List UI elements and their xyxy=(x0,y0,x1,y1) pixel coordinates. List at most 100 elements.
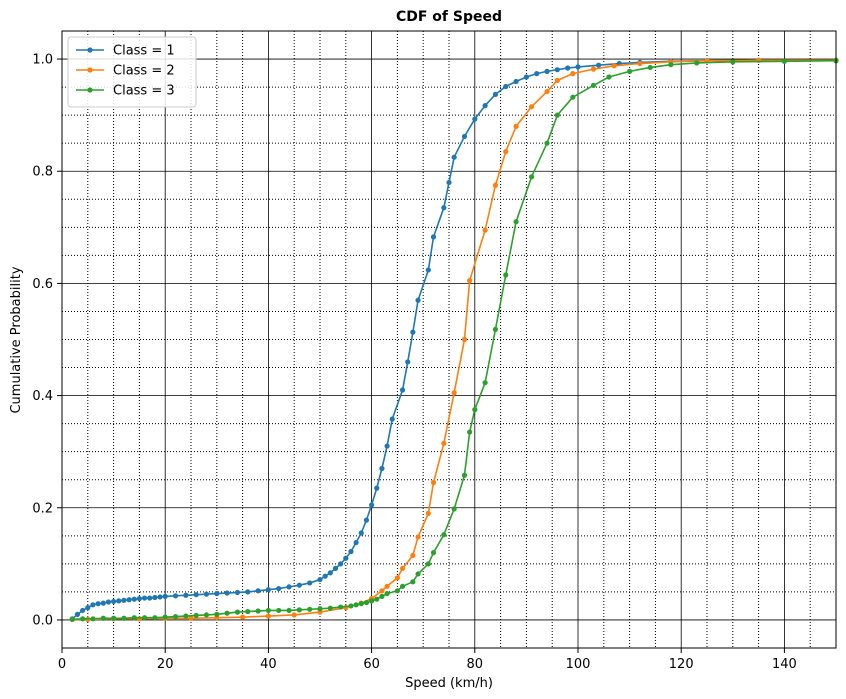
series-3-point xyxy=(338,604,344,610)
series-2-point xyxy=(503,149,509,155)
series-1-point xyxy=(74,611,81,617)
series-1-point xyxy=(141,595,148,601)
series-2-point xyxy=(188,615,194,621)
series-3-point xyxy=(141,615,148,621)
series-2-point xyxy=(410,552,416,559)
series-2-point xyxy=(467,278,473,284)
chart-title: CDF of Speed xyxy=(396,9,502,25)
series-3 xyxy=(69,58,839,622)
series-3-point xyxy=(363,599,370,606)
ticks-layer: 0 20 40 60 80 100 120 140 0.0 0.2 0.4 0.6 0.8 1.0 xyxy=(32,53,797,672)
y-tick-label: 0.8 xyxy=(32,165,53,180)
series-1-point xyxy=(245,589,251,595)
series-2-point xyxy=(513,123,519,129)
series-2-point xyxy=(430,479,437,486)
series-1-point xyxy=(534,71,540,77)
series-1-point xyxy=(111,598,117,605)
y-tick-label: 0.0 xyxy=(32,613,53,628)
series-1-point xyxy=(441,205,447,211)
series-2-point xyxy=(240,614,246,620)
series-3-point xyxy=(152,615,158,621)
series-1-point xyxy=(425,267,431,273)
series-1-point xyxy=(430,234,437,240)
series-1-point xyxy=(136,596,142,602)
series-3-point xyxy=(544,140,550,146)
series-3-point xyxy=(410,579,416,585)
series-1-point xyxy=(513,78,519,85)
series-2-point xyxy=(570,71,576,77)
series-3-point xyxy=(369,598,375,604)
series-2-point xyxy=(291,612,297,618)
series-1-point xyxy=(565,65,571,71)
series-3-point xyxy=(528,174,535,180)
series-1-point xyxy=(327,570,333,576)
series-3-point xyxy=(590,82,597,89)
series-2-point xyxy=(425,510,431,516)
series-2-point xyxy=(554,77,560,83)
series-3-point xyxy=(214,611,220,617)
series-3-point xyxy=(353,602,359,608)
series-3-point xyxy=(451,506,457,512)
series-1-point xyxy=(389,416,395,422)
series-3-point xyxy=(234,609,241,615)
series-1-point xyxy=(492,91,499,97)
series-3-point xyxy=(317,606,323,612)
series-1 xyxy=(69,57,839,622)
series-3-point xyxy=(694,60,700,66)
series-2-point xyxy=(611,63,617,69)
series-1-point xyxy=(322,573,328,579)
series-3-point xyxy=(472,407,478,413)
x-tick-label: 0 xyxy=(58,657,66,672)
series-1-point xyxy=(296,582,302,588)
series-1-point xyxy=(224,590,230,596)
series-3-point xyxy=(461,472,468,478)
series-1-point xyxy=(121,597,127,603)
x-tick-label: 80 xyxy=(467,657,484,672)
y-tick-label: 0.4 xyxy=(32,389,53,404)
series-1-point xyxy=(415,297,421,303)
series-1-point xyxy=(338,561,344,567)
series-2-point xyxy=(399,565,406,571)
series-1-point xyxy=(85,605,91,611)
series-2-point xyxy=(492,182,499,188)
series-1-point xyxy=(544,68,550,74)
legend-label: Class = 2 xyxy=(113,64,175,79)
series-2-point xyxy=(590,66,597,72)
series-2-point xyxy=(394,575,400,581)
series-3-point xyxy=(394,588,400,594)
series-2-point xyxy=(528,104,535,110)
series-1-point xyxy=(575,64,581,70)
series-3-point xyxy=(379,593,385,600)
series-3-point xyxy=(647,64,653,71)
series-3-point xyxy=(399,583,406,589)
series-3-point xyxy=(430,550,437,556)
legend-label: Class = 1 xyxy=(113,44,175,59)
series-1-point xyxy=(95,601,101,607)
series-3-point xyxy=(415,571,421,577)
series-3-point xyxy=(627,68,633,74)
series-1-point xyxy=(374,485,380,491)
series-1-point xyxy=(399,387,406,393)
series-3-point xyxy=(90,616,96,622)
series-3-point xyxy=(224,610,230,616)
series-1-point xyxy=(482,103,488,109)
series-1-point xyxy=(369,502,375,508)
series-1-point xyxy=(523,74,530,80)
series-2-point xyxy=(637,60,643,67)
series-1-point xyxy=(384,443,390,449)
series-1-point xyxy=(554,67,560,73)
series-1-point xyxy=(405,359,411,365)
series-1-point xyxy=(172,593,179,599)
series-1-point xyxy=(332,565,339,571)
series-1-point xyxy=(446,179,452,186)
series-2-point xyxy=(379,588,385,594)
series-3-point xyxy=(467,429,473,435)
series-2-point xyxy=(415,534,421,540)
series-3-point xyxy=(384,590,390,597)
x-tick-label: 60 xyxy=(363,657,380,672)
series-1-point xyxy=(131,596,137,602)
series-1-point xyxy=(255,588,261,594)
series-3-point xyxy=(111,615,117,621)
series-1-point xyxy=(348,548,354,555)
